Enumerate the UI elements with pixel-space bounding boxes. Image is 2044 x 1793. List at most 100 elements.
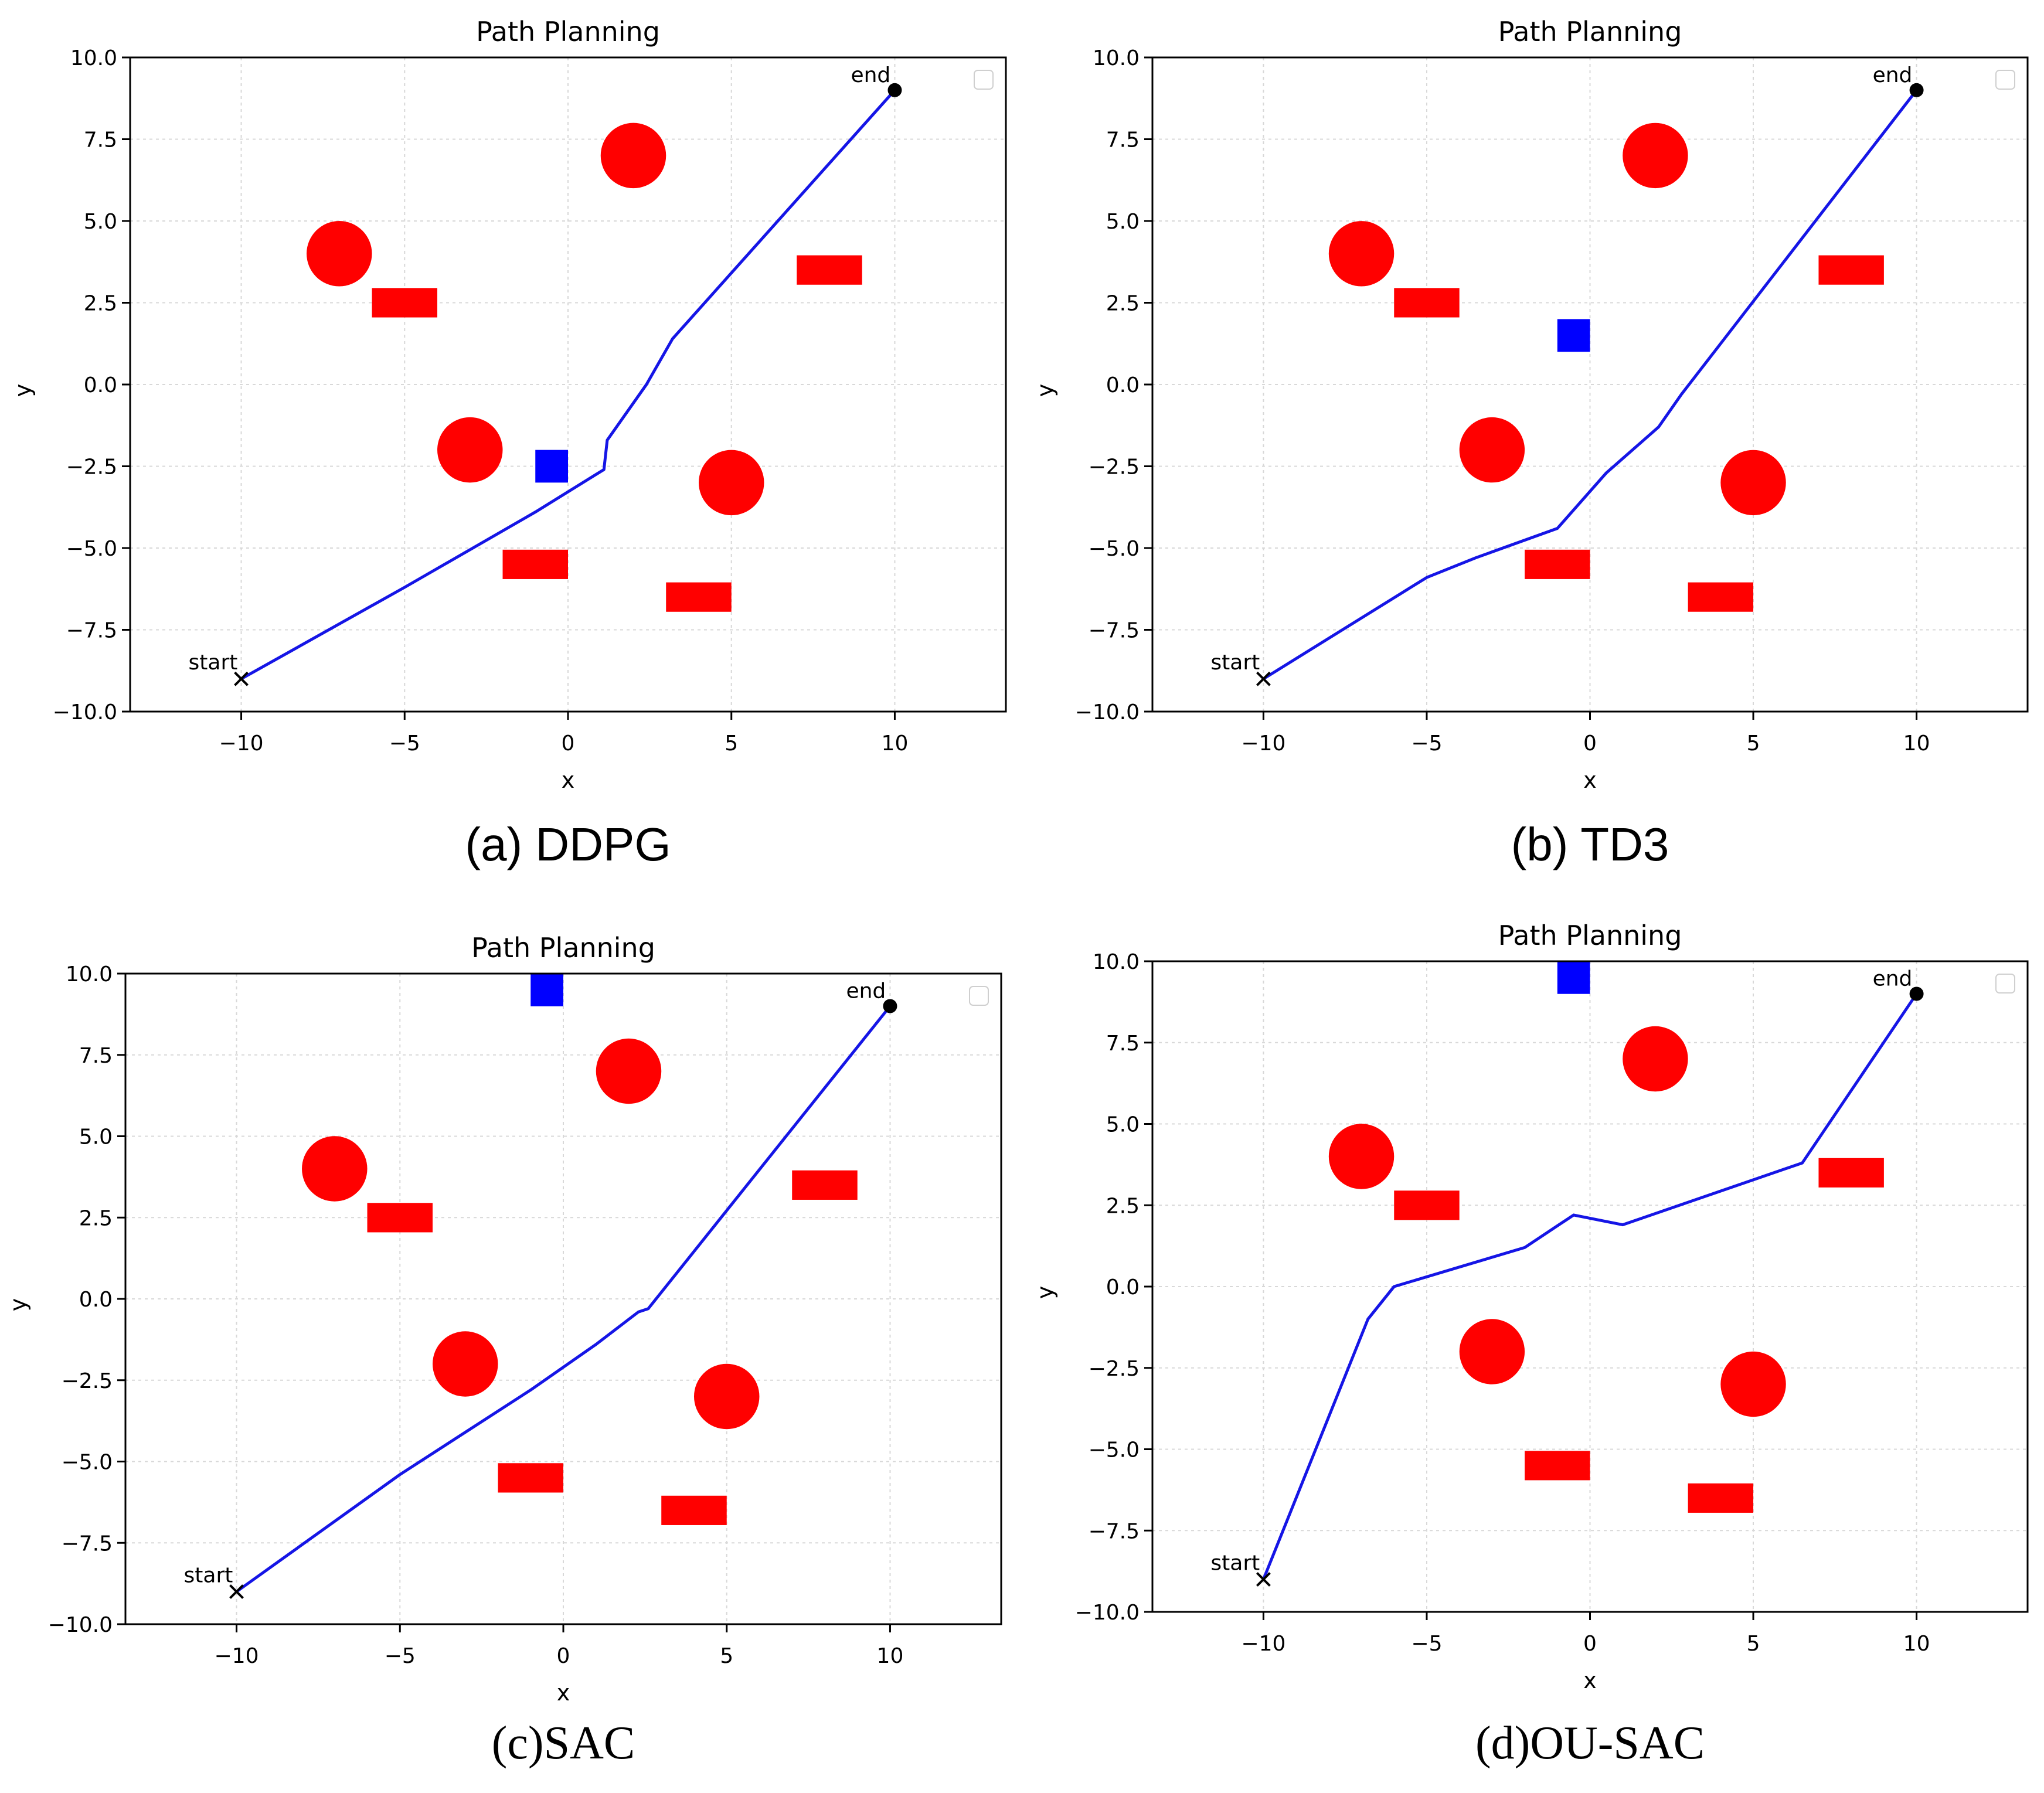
chart-title: Path Planning [1498,920,1682,951]
start-marker [1256,671,1271,686]
x-tick-label: −10 [1241,732,1285,756]
y-tick-label: −2.5 [1089,1357,1140,1381]
x-tick-label: −5 [389,732,420,756]
y-tick-label: 0.0 [1106,1275,1140,1299]
x-tick-label: 5 [1747,732,1760,756]
y-tick-label: 5.0 [1106,210,1140,234]
start-label: start [1210,651,1260,675]
x-tick-label: −10 [215,1644,259,1668]
y-tick-label: 10.0 [70,46,117,70]
circle-obstacle [1459,1319,1525,1384]
rect-obstacle [372,288,438,318]
x-tick-label: 0 [1583,732,1597,756]
y-tick-label: 5.0 [1106,1113,1140,1137]
x-tick-label: 10 [1903,732,1930,756]
start-marker [229,1584,244,1599]
rect-obstacle [661,1495,727,1525]
rect-obstacle [367,1203,433,1233]
y-tick-label: 0.0 [79,1288,113,1312]
x-tick-label: 0 [562,732,575,756]
chart-panel-2: −10 −5 0 5 10 10.0 7.5 5.0 2.5 0.0 −2.5 −5.0 −7.5 −10… [1032,16,2029,870]
y-tick-label: 10.0 [1093,46,1140,70]
start-label: start [1210,1552,1260,1576]
end-label: end [1873,63,1913,87]
x-tick-label: 10 [882,732,909,756]
x-tick-label: −10 [219,732,264,756]
y-tick-label: −10.0 [1075,1601,1140,1625]
y-tick-label: −10.0 [53,700,117,724]
end-label: end [1873,967,1913,991]
start-marker [1256,1572,1271,1587]
rect-obstacle [1818,255,1884,285]
y-tick-label: 2.5 [84,292,117,316]
axes-frame [1151,56,2029,713]
y-tick-label: −7.5 [62,1532,113,1556]
path-line [236,1005,892,1593]
y-tick-label: 10.0 [1093,950,1140,974]
rect-obstacle [498,1463,563,1493]
circle-obstacle [1623,1026,1688,1092]
x-tick-label: 10 [877,1644,904,1668]
x-tick-label: 0 [557,1644,570,1668]
x-tick-label: −10 [1241,1632,1285,1656]
start-label: start [184,1564,233,1588]
y-tick-label: 2.5 [79,1206,113,1230]
x-tick-label: 5 [725,732,738,756]
rect-obstacle [1818,1158,1884,1188]
x-tick-label: −5 [1411,732,1442,756]
axes-frame [1151,960,2029,1613]
y-axis-label: y [10,384,36,397]
y-tick-label: −10.0 [1075,700,1140,724]
circle-obstacle [693,1363,760,1430]
dynamic-obstacle-square [1557,319,1590,352]
rect-obstacle [502,549,568,579]
legend-box [1995,974,2015,994]
x-tick-label: 5 [720,1644,733,1668]
rect-obstacle [1394,288,1460,318]
x-axis-label: x [562,767,575,793]
end-marker [1909,83,1924,97]
y-tick-label: −7.5 [1089,619,1140,643]
x-tick-label: −5 [385,1644,416,1668]
circle-obstacle [1623,123,1688,189]
circle-obstacle [433,1331,498,1397]
circle-obstacle [1720,1351,1786,1417]
circle-obstacle [1720,450,1786,516]
panel-caption: (a) DDPG [465,818,671,870]
rect-obstacle [1688,1483,1754,1513]
panel-caption: (d)OU-SAC [1475,1717,1705,1769]
x-tick-label: 5 [1747,1632,1760,1656]
chart-panel-1: −10 −5 0 5 10 10.0 7.5 5.0 2.5 0.0 −2.5 −5.0 −7.5 −10… [10,16,1007,870]
end-marker [887,83,902,97]
y-tick-label: −5.0 [66,537,117,561]
dynamic-obstacle-square [535,450,568,483]
circle-obstacle [307,221,372,287]
circle-obstacle [1459,417,1525,483]
x-tick-label: 0 [1583,1632,1597,1656]
y-tick-label: −7.5 [1089,1519,1140,1543]
rect-obstacle [792,1170,858,1200]
y-tick-label: −10.0 [48,1613,113,1637]
rect-obstacle [1525,1451,1590,1481]
y-tick-label: 5.0 [84,210,117,234]
dynamic-obstacle-square [1557,961,1590,994]
chart-title: Path Planning [471,932,655,964]
legend-box [969,986,989,1006]
y-tick-label: 0.0 [84,373,117,397]
legend-box [1995,70,2015,90]
end-label: end [851,63,890,87]
y-tick-label: −7.5 [66,619,117,643]
circle-obstacle [1328,1124,1395,1189]
y-tick-label: −5.0 [1089,537,1140,561]
end-marker [1909,986,1924,1001]
start-label: start [189,651,238,675]
y-tick-label: −2.5 [1089,455,1140,479]
axes-frame [124,972,1002,1625]
rect-obstacle [1688,582,1754,612]
chart-panel-3: −10 −5 0 5 10 10.0 7.5 5.0 2.5 0.0 −2.5 −5.0 −7.5 −10… [5,932,1002,1769]
panel-caption: (b) TD3 [1511,818,1669,870]
x-axis-label: x [1583,767,1597,793]
y-tick-label: 5.0 [79,1125,113,1149]
y-tick-label: −2.5 [62,1369,113,1393]
